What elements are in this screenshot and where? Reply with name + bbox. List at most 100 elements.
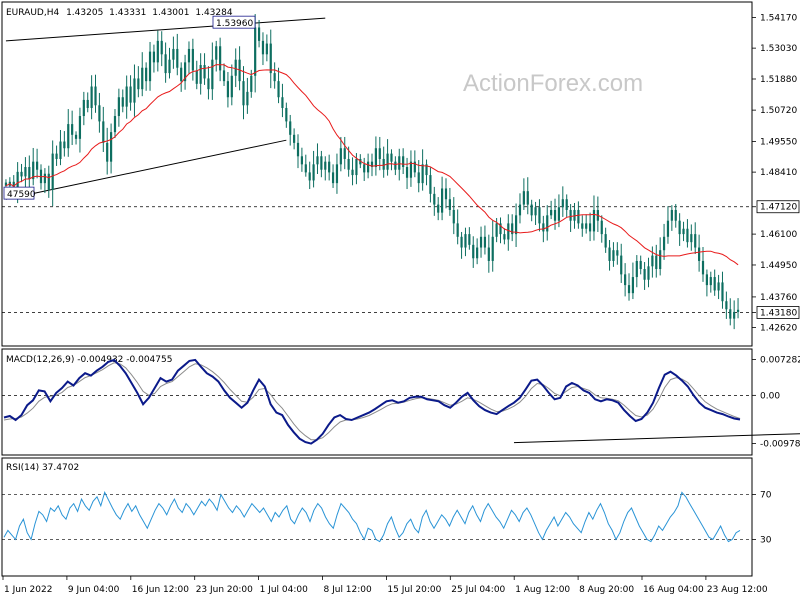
- low-price: 1.43001: [152, 8, 189, 18]
- time-tick: 8 Jul 12:00: [324, 585, 373, 595]
- candle: [694, 222, 697, 254]
- trendline-0: [5, 17, 326, 42]
- macd-tick: 0.00: [760, 391, 780, 401]
- candle: [293, 128, 296, 150]
- candle: [647, 257, 650, 288]
- candle: [222, 63, 226, 86]
- candle: [55, 145, 58, 166]
- candle: [686, 219, 689, 248]
- candle: [285, 102, 288, 128]
- candle: [246, 77, 249, 114]
- candle: [736, 298, 740, 319]
- candle: [335, 153, 339, 194]
- candle: [468, 227, 471, 250]
- candle: [367, 153, 370, 179]
- candle: [187, 41, 191, 75]
- candle: [74, 131, 78, 145]
- candle: [168, 47, 171, 79]
- svg-text:1.53960: 1.53960: [216, 19, 253, 29]
- candle: [690, 224, 693, 251]
- candle: [511, 214, 514, 242]
- candle: [429, 167, 432, 203]
- candle: [409, 150, 413, 187]
- candle: [370, 153, 374, 177]
- time-tick: 23 Jun 20:00: [196, 585, 253, 595]
- candle: [709, 271, 712, 293]
- candle: [600, 215, 603, 243]
- candle: [405, 157, 409, 190]
- candle: [701, 246, 705, 282]
- candle: [36, 148, 39, 179]
- candle: [557, 194, 561, 228]
- open-price: 1.43205: [66, 8, 103, 18]
- candle: [682, 221, 685, 242]
- candle: [592, 195, 596, 241]
- rsi-panel-frame: [1, 457, 753, 577]
- candle: [733, 300, 736, 330]
- candle: [608, 240, 611, 271]
- time-tick: 1 Jul 04:00: [260, 585, 309, 595]
- price-axis: 1.54170 1.53030 1.51880 1.50720 1.49550 1.484…: [752, 14, 800, 334]
- candle: [51, 140, 54, 207]
- candle: [444, 178, 448, 209]
- time-tick: 23 Aug 12:00: [707, 585, 768, 595]
- price-tick: 1.48410: [760, 168, 797, 178]
- candle: [296, 134, 300, 169]
- candle: [195, 60, 198, 90]
- candle: [639, 255, 642, 275]
- time-tick: 8 Aug 20:00: [579, 585, 634, 595]
- annotation-1.47590: 47590: [3, 186, 36, 200]
- candle: [172, 36, 175, 69]
- candle: [211, 42, 214, 100]
- candle: [312, 150, 315, 188]
- candle: [479, 226, 483, 258]
- candle: [538, 199, 541, 232]
- candle: [152, 44, 156, 73]
- candle: [320, 150, 323, 178]
- candle: [121, 89, 124, 113]
- watermark: ActionForex.com: [463, 70, 643, 97]
- candle: [199, 53, 202, 95]
- candle: [129, 75, 132, 111]
- candle: [390, 149, 393, 171]
- candle: [464, 227, 467, 257]
- candle: [94, 74, 97, 113]
- macd-label: MACD(12,26,9) -0.004932 -0.004755: [6, 355, 172, 365]
- candle: [452, 197, 455, 235]
- time-tick: 16 Aug 04:00: [643, 585, 704, 595]
- macd-panel-frame: [1, 348, 753, 456]
- candle: [180, 62, 183, 92]
- candle: [382, 146, 385, 178]
- price-level-lines: [2, 206, 752, 313]
- candle: [717, 274, 720, 300]
- candle: [343, 136, 346, 170]
- candle: [98, 92, 101, 133]
- candle: [351, 157, 354, 186]
- candle: [565, 194, 568, 217]
- candle: [487, 234, 490, 273]
- candle: [725, 291, 728, 319]
- candle: [386, 139, 389, 176]
- candle: [106, 127, 109, 175]
- candle: [102, 106, 105, 152]
- candle: [145, 62, 148, 91]
- price-tick: 1.42620: [760, 324, 797, 334]
- candle: [448, 187, 451, 216]
- candle: [137, 66, 140, 98]
- rsi-layer: [2, 491, 752, 543]
- candle: [472, 236, 475, 268]
- candle: [219, 37, 222, 82]
- candle: [627, 273, 631, 301]
- candle: [666, 206, 670, 244]
- candle: [483, 225, 487, 255]
- candle: [308, 161, 311, 190]
- candle: [616, 242, 619, 265]
- candle: [164, 42, 167, 83]
- candle: [378, 136, 381, 171]
- annotation-1.53960: 1.53960: [212, 15, 256, 29]
- candle: [585, 214, 588, 234]
- candle: [277, 67, 280, 104]
